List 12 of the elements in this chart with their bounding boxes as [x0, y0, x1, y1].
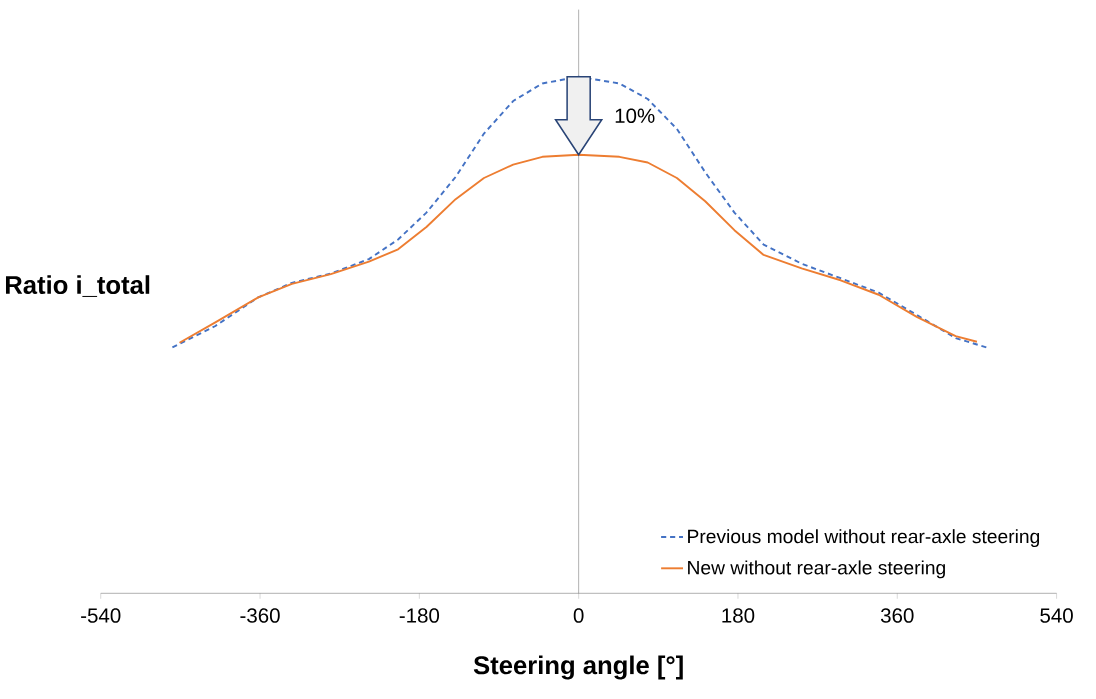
x-tick-label: 0	[573, 608, 584, 623]
x-tick-label: -180	[399, 608, 440, 623]
y-axis-title: Ratio i_total	[5, 275, 150, 297]
x-tick-label: -540	[81, 608, 121, 623]
annotation: 10%	[615, 108, 655, 123]
x-tick-label: 360	[880, 608, 914, 623]
x-tick-label: 180	[722, 608, 755, 623]
x-tick-label: -360	[240, 608, 280, 623]
x-tick-label: 540	[1040, 608, 1073, 623]
x-axis-title: Steering angle [°]	[473, 655, 683, 680]
legend-label: Previous model without rear-axle steering	[688, 529, 1040, 548]
legend-label: New without rear-axle steering	[688, 560, 945, 579]
